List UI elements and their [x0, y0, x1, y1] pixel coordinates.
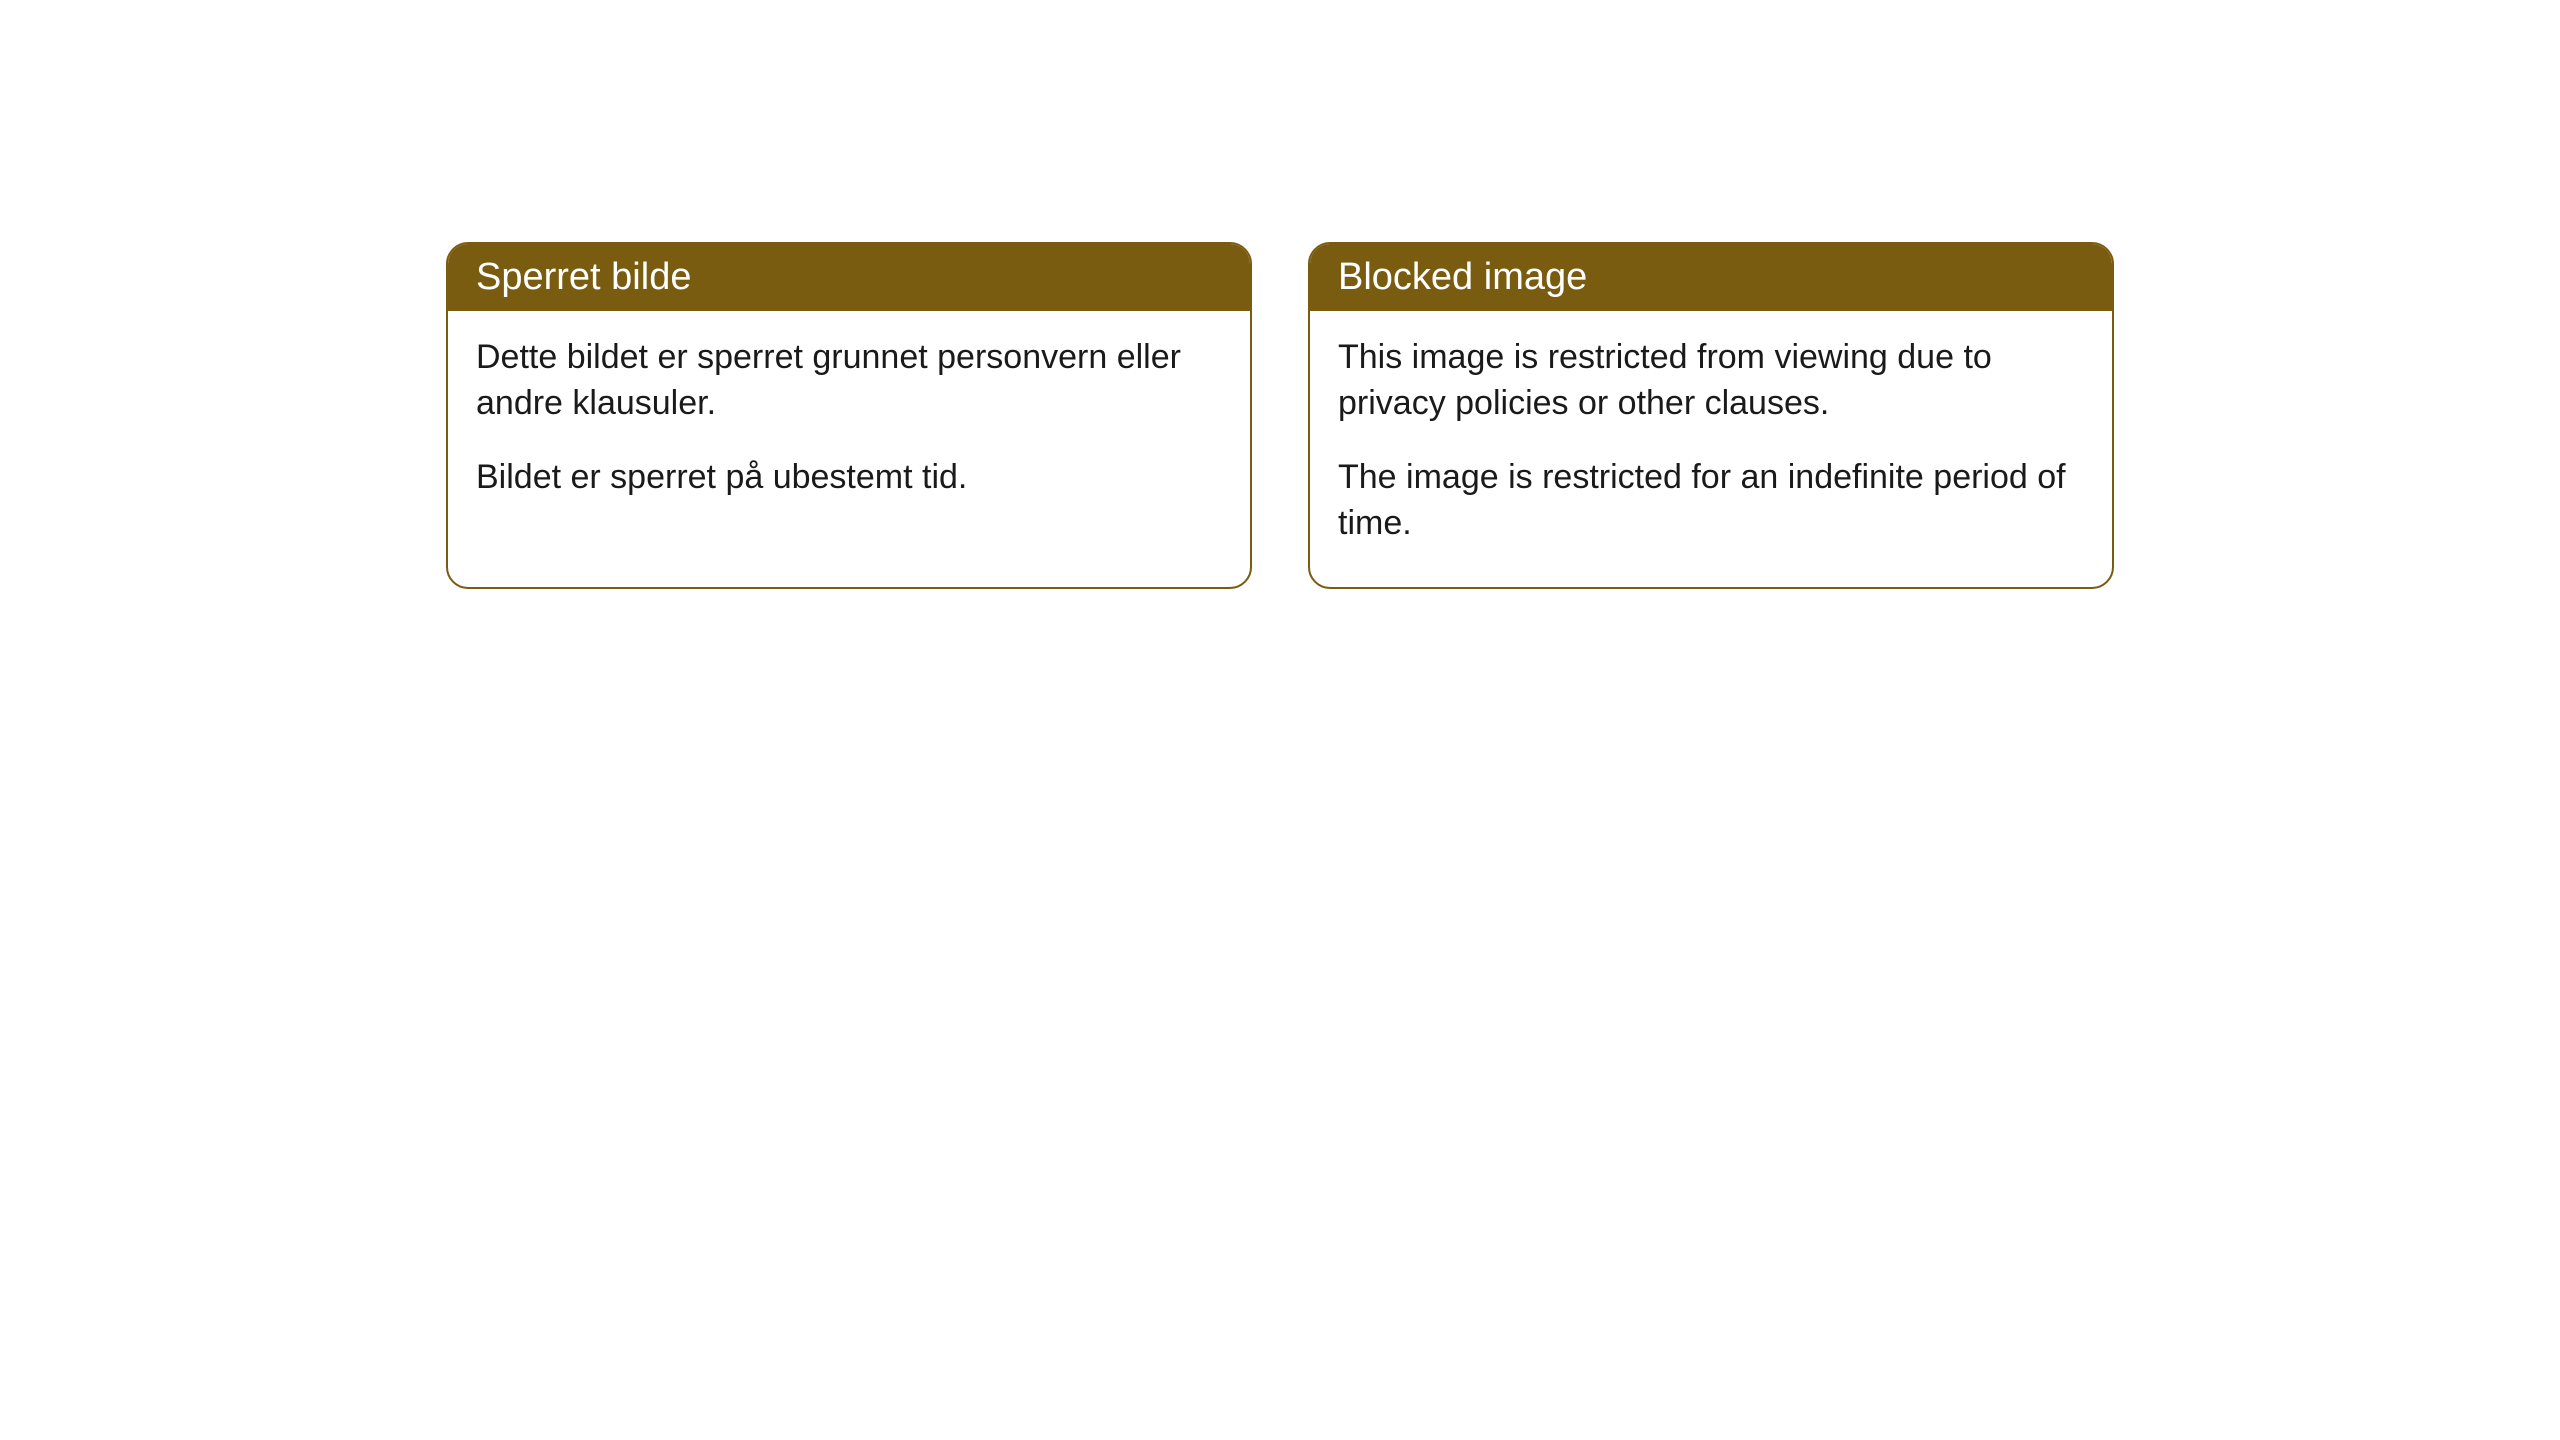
card-paragraph-2: Bildet er sperret på ubestemt tid. [476, 455, 1222, 501]
card-paragraph-2: The image is restricted for an indefinit… [1338, 455, 2084, 547]
card-norwegian: Sperret bilde Dette bildet er sperret gr… [446, 242, 1252, 589]
card-header-norwegian: Sperret bilde [448, 244, 1250, 311]
card-header-english: Blocked image [1310, 244, 2112, 311]
card-body-norwegian: Dette bildet er sperret grunnet personve… [448, 311, 1250, 541]
cards-container: Sperret bilde Dette bildet er sperret gr… [446, 242, 2114, 589]
card-paragraph-1: This image is restricted from viewing du… [1338, 335, 2084, 427]
card-body-english: This image is restricted from viewing du… [1310, 311, 2112, 587]
card-paragraph-1: Dette bildet er sperret grunnet personve… [476, 335, 1222, 427]
card-english: Blocked image This image is restricted f… [1308, 242, 2114, 589]
